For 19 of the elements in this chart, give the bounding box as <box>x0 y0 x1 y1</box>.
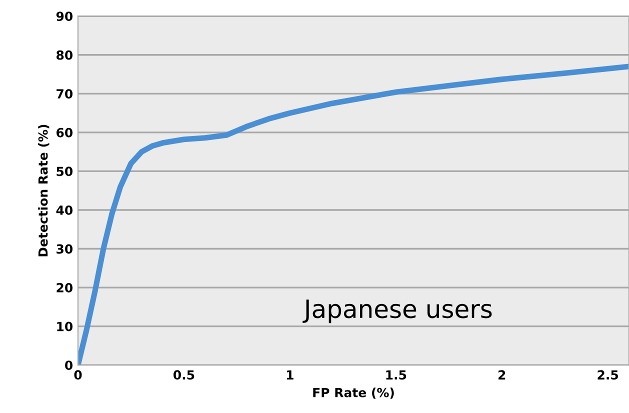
x-tick-label: 2 <box>498 370 506 380</box>
y-tick-label: 90 <box>56 12 73 22</box>
x-tick-label: 2.5 <box>598 370 618 380</box>
x-tick-label: 0 <box>74 370 82 380</box>
x-tick-label: 1 <box>286 370 294 380</box>
x-tick-label: 1.5 <box>386 370 406 380</box>
y-tick-label: 80 <box>56 50 73 60</box>
x-tick-label: 0.5 <box>173 370 194 380</box>
y-tick-label: 50 <box>56 166 73 176</box>
y-tick-label: 70 <box>56 89 73 99</box>
x-axis-title: FP Rate (%) <box>313 388 394 399</box>
y-tick-label: 60 <box>56 128 73 138</box>
y-tick-label: 40 <box>56 205 73 215</box>
y-tick-label: 30 <box>56 244 73 254</box>
y-axis-title: Detection Rate (%) <box>38 124 50 256</box>
y-tick-label: 10 <box>57 322 73 332</box>
y-tick-label: 0 <box>65 360 73 370</box>
y-tick-label: 20 <box>56 283 73 292</box>
annotation: Japanese users <box>302 300 492 324</box>
